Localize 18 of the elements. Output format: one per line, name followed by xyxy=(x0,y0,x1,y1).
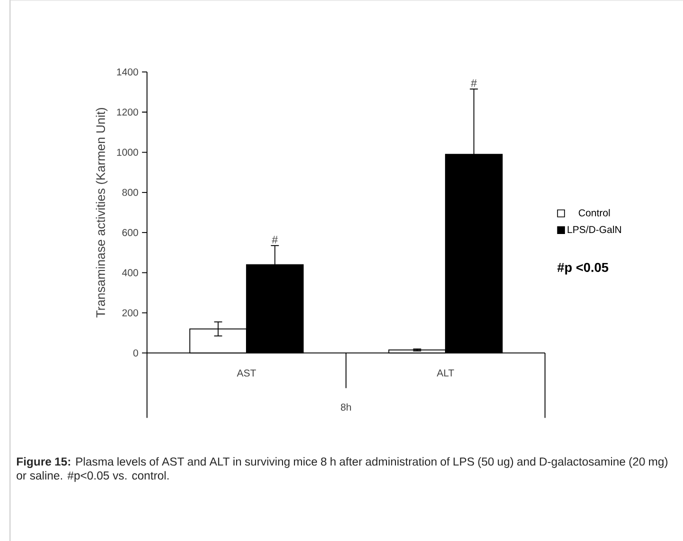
x-tick-label: ALT xyxy=(436,370,454,376)
y-tick-label: 0 xyxy=(133,349,138,357)
legend-label: Control xyxy=(578,209,610,216)
y-tick-label: 1400 xyxy=(117,68,138,76)
y-tick-label: 200 xyxy=(122,309,138,316)
text: Figure 15: Plasma levels of AST and ALT in surviving mice 8 h after administration of LPS (50 ug) and D-galactosamine (20 mg) or saline. #p<0.05 vs. control. xyxy=(16,457,668,482)
y-tick-label: 600 xyxy=(122,229,138,236)
y-tick-label: 1000 xyxy=(117,148,138,156)
annotation: # xyxy=(470,79,477,87)
annotation: # xyxy=(272,236,278,244)
y-tick-label: 800 xyxy=(122,188,138,196)
x-axis-title: 8h xyxy=(340,403,351,411)
y-tick-label: 400 xyxy=(122,269,138,276)
legend-label: LPS/D-GalN xyxy=(568,226,621,234)
y-tick-label: 1200 xyxy=(117,108,138,116)
y-axis-title: Transaminase activities (Karmen Unit) xyxy=(96,108,108,318)
text: #p <0.05 xyxy=(557,262,608,275)
x-tick-label: AST xyxy=(236,370,256,377)
